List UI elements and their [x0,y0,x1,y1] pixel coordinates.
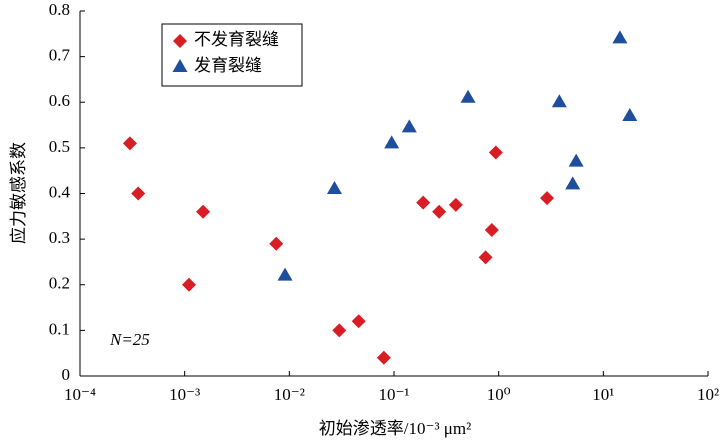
point [332,323,347,338]
point [565,176,581,190]
point [277,267,293,281]
point [269,236,284,251]
legend-box [161,23,303,87]
y-tick-label: 0.7 [49,46,71,65]
point [351,314,366,329]
x-tick-label: 10⁻⁴ [64,385,96,404]
point [181,277,196,292]
y-tick-label: 0.5 [49,137,70,156]
point [568,153,584,167]
y-tick-label: 0 [62,365,71,384]
point [612,30,628,44]
y-axis-label: 应力敏感系数 [9,142,28,244]
point [540,191,555,206]
point [488,145,503,160]
x-tick-label: 10² [697,385,719,404]
y-tick-label: 0.6 [49,91,70,110]
legend-label: 不发育裂缝 [194,30,279,49]
y-tick-label: 0.4 [49,182,71,201]
y-tick-label: 0.3 [49,228,70,247]
point [376,350,391,365]
point [551,94,567,108]
point [122,136,137,151]
point [484,223,499,237]
point [448,197,463,212]
point [478,250,493,265]
point [384,135,400,149]
point [432,204,447,219]
point [460,89,476,103]
x-tick-label: 10⁰ [487,385,511,404]
legend-label: 发育裂缝 [194,56,262,75]
x-tick-label: 10⁻¹ [378,385,409,404]
point [131,186,146,201]
point [416,195,431,210]
y-tick-label: 0.2 [49,274,70,293]
legend-marker [172,59,188,72]
y-tick-label: 0.8 [49,0,70,19]
y-tick-label: 0.1 [49,319,70,338]
point [401,119,417,133]
point [196,204,211,219]
x-tick-label: 10⁻³ [169,385,200,404]
point [326,180,342,194]
point [622,107,638,121]
legend-marker [173,34,187,48]
x-axis-label: 初始渗透率/10⁻³ μm² [319,419,471,438]
x-tick-label: 10⁻² [274,385,305,404]
annotation: N=25 [109,330,150,349]
x-tick-label: 10¹ [592,385,614,404]
